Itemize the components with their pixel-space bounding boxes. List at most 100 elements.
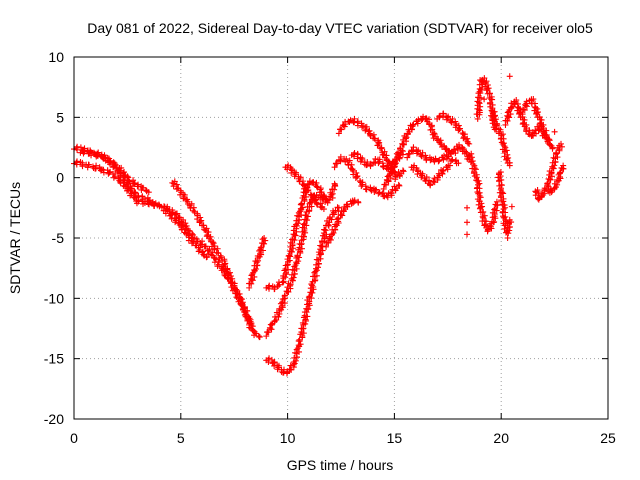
data-point-arc4: [210, 240, 217, 247]
data-point-arc14: [358, 156, 365, 163]
data-point-arc7: [275, 283, 282, 290]
data-point-arc17: [414, 171, 421, 178]
data-point-arc13: [349, 166, 356, 173]
data-point-arc20: [477, 103, 484, 110]
data-point-arc4: [214, 245, 221, 252]
data-point-arc6: [258, 251, 265, 258]
data-point-arc12: [400, 168, 407, 175]
data-point-arc17: [439, 168, 446, 175]
data-point-arc19: [478, 200, 485, 207]
data-point-arc18: [461, 131, 468, 138]
data-point-arc3: [120, 170, 127, 177]
data-point-arc19: [476, 192, 483, 199]
data-point-arc4: [255, 332, 262, 339]
data-point-arc10: [297, 174, 304, 181]
data-point-arc15: [410, 121, 417, 128]
data-point-arc19: [476, 205, 483, 212]
data-point-arc9: [312, 268, 319, 275]
data-point-arc21: [500, 205, 507, 212]
data-point-arc10: [320, 206, 327, 213]
data-point-arc13: [332, 160, 339, 167]
data-point-arc24: [545, 175, 552, 182]
data-point-arc4: [228, 279, 235, 286]
data-point-arc15: [393, 150, 400, 157]
data-point-arc5: [182, 226, 189, 233]
y-tick-label: 0: [56, 170, 64, 186]
data-point-arc13: [353, 173, 360, 180]
data-point-arc16: [455, 160, 462, 167]
data-point-arc9: [293, 346, 300, 353]
data-point-arc4: [199, 222, 206, 229]
data-point-arc19: [489, 218, 496, 225]
data-point-arc15: [409, 122, 416, 129]
data-point-arc14: [380, 164, 387, 171]
data-point-arc12: [377, 145, 383, 152]
data-point-arc4: [239, 300, 246, 307]
data-point-arc26: [506, 162, 513, 169]
data-point-arc6: [258, 240, 265, 247]
data-point-arc12: [375, 140, 382, 147]
data-point-arc4: [244, 316, 251, 323]
data-point-arc12: [378, 145, 385, 152]
data-point-arc3: [124, 173, 131, 180]
data-point-arc21: [506, 224, 513, 231]
axis-ticks: 0 5 10 15 20 25 -20 -15 -10 -5 0 5 10: [44, 49, 616, 446]
data-point-arc14: [367, 163, 374, 170]
data-point-arc16: [436, 157, 443, 164]
data-point-arc9: [335, 204, 342, 211]
data-point-arc20: [473, 111, 480, 118]
data-point-arc19: [475, 181, 482, 188]
data-point-arc8: [291, 263, 298, 270]
data-point-arc3: [107, 161, 114, 168]
data-point-arc9: [313, 261, 320, 268]
data-point-arc5: [185, 237, 192, 244]
data-point-arc11: [337, 211, 344, 218]
data-point-arc25: [557, 175, 564, 182]
data-point-arc22: [502, 117, 509, 124]
data-point-arc8: [300, 221, 307, 228]
data-point-arc2: [117, 180, 124, 187]
data-point-arc9: [305, 294, 312, 301]
data-point-arc2: [154, 202, 161, 209]
data-point-scattered: [506, 73, 513, 80]
data-point-arc8: [283, 288, 290, 295]
data-point-arc22: [528, 132, 535, 139]
data-point-arc8: [284, 284, 291, 291]
data-point-arc7: [290, 245, 297, 252]
data-point-arc22: [521, 116, 528, 123]
data-point-arc2: [106, 169, 113, 176]
data-point-arc21: [498, 197, 505, 204]
data-point-arc8: [263, 333, 270, 340]
data-point-arc19: [471, 173, 478, 180]
data-point-arc4: [239, 305, 246, 312]
data-point-arc7: [295, 209, 302, 216]
data-point-arc21: [496, 177, 503, 184]
data-point-arc11: [340, 207, 347, 214]
data-point-arc6: [253, 259, 260, 266]
data-point-arc22: [521, 123, 528, 130]
data-point-arc11: [344, 201, 351, 208]
data-point-arc26: [501, 143, 508, 150]
data-point-arc23: [541, 131, 548, 138]
data-point-arc5: [203, 254, 210, 261]
data-point-arc6: [249, 271, 256, 278]
data-point-arc18: [463, 136, 470, 143]
data-point-arc2: [112, 173, 119, 180]
data-point-arc3: [131, 180, 138, 187]
data-point-arc16: [427, 157, 434, 164]
data-point-arc9: [321, 226, 328, 233]
data-point-arc9: [291, 354, 298, 361]
data-point-arc25: [548, 189, 555, 196]
data-point-arc1: [205, 247, 212, 254]
data-point-arc4: [222, 265, 229, 272]
data-point-arc8: [281, 293, 288, 300]
data-point-arc22: [513, 97, 520, 104]
data-point-arc26: [492, 112, 498, 119]
data-point-arc16: [405, 151, 412, 158]
data-point-arc3: [94, 151, 101, 158]
data-point-arc23: [519, 106, 526, 113]
data-point-arc7: [286, 247, 293, 254]
data-point-arc9: [299, 334, 306, 341]
data-point-arc4: [209, 239, 216, 246]
